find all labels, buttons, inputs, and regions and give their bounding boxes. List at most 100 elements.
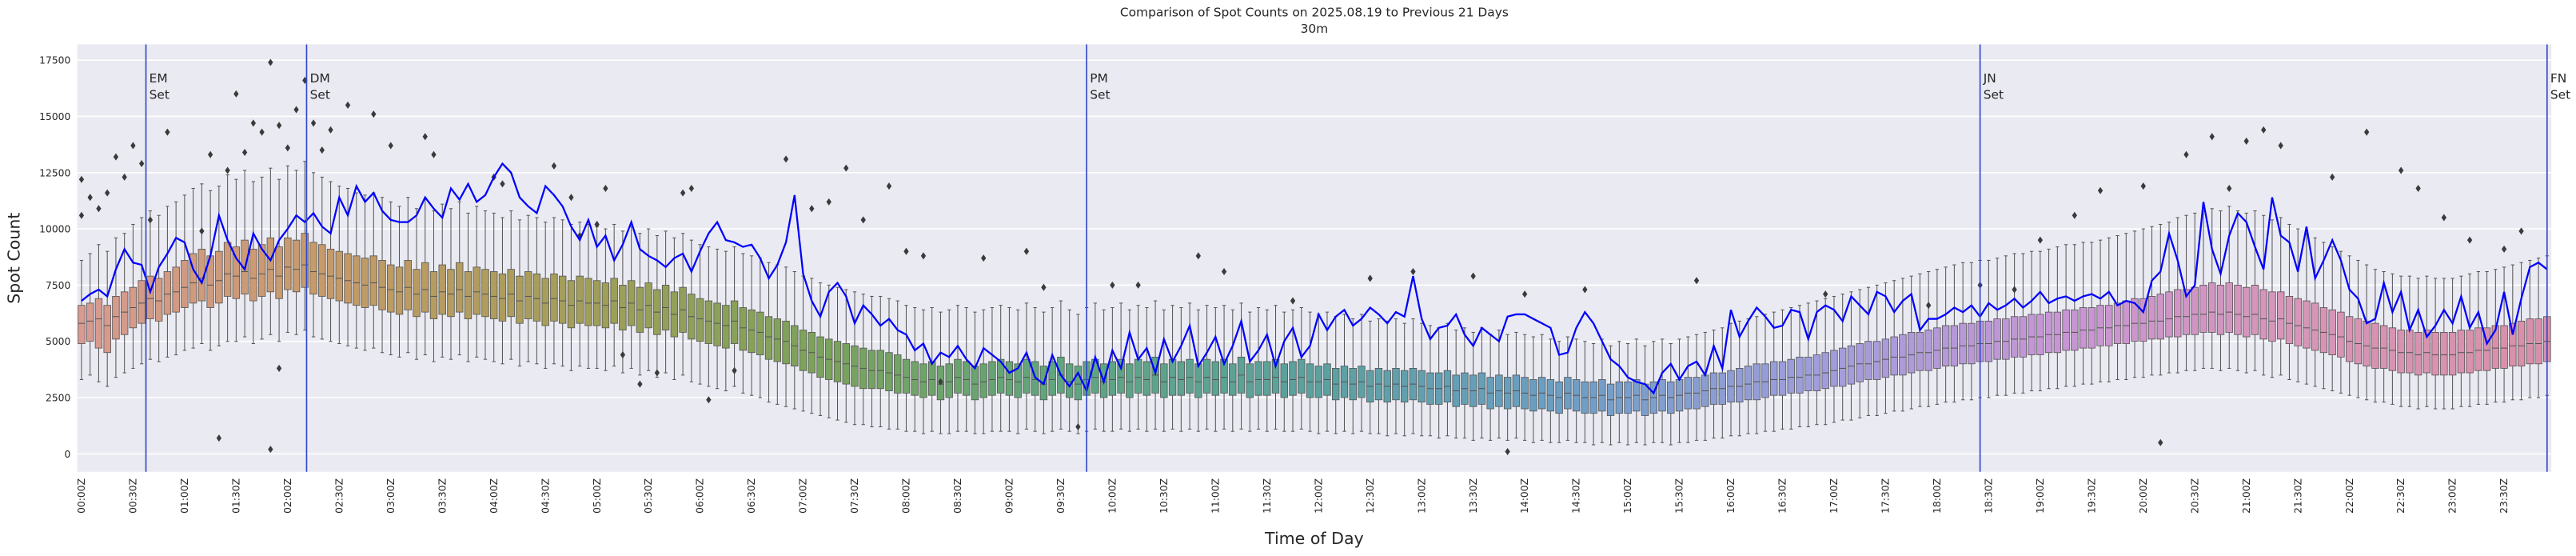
box	[2379, 325, 2388, 369]
box	[1014, 363, 1022, 398]
box	[181, 260, 189, 308]
box	[361, 258, 369, 308]
box	[249, 248, 257, 302]
x-tick-label: 10:30Z	[1158, 478, 1170, 514]
box	[481, 269, 489, 318]
box	[103, 305, 111, 354]
box	[1306, 363, 1314, 398]
box	[748, 309, 756, 354]
x-tick-label: 03:00Z	[385, 478, 397, 514]
box	[2251, 284, 2259, 335]
box	[86, 302, 94, 342]
box	[378, 260, 386, 310]
plot-area	[77, 44, 2552, 472]
outlier	[259, 128, 265, 136]
box	[1916, 332, 1924, 371]
x-tick-label: 14:30Z	[1571, 478, 1582, 514]
outlier	[78, 211, 85, 219]
box	[344, 253, 352, 304]
outlier	[2227, 184, 2232, 192]
box	[309, 242, 317, 295]
x-tick-label: 18:30Z	[1983, 478, 1994, 514]
outlier	[886, 182, 892, 190]
box	[2276, 291, 2285, 340]
box	[369, 255, 377, 306]
box	[2096, 305, 2104, 346]
box	[919, 363, 927, 398]
box	[146, 275, 154, 319]
y-tick-label: 12500	[39, 167, 70, 178]
outlier	[1195, 252, 1201, 260]
box	[2414, 332, 2422, 376]
box	[988, 361, 996, 396]
box	[172, 266, 180, 313]
box	[2053, 311, 2062, 354]
outlier	[826, 198, 831, 206]
outlier	[1521, 290, 1528, 298]
x-tick-label: 18:00Z	[1932, 478, 1943, 514]
x-tick-label: 21:00Z	[2241, 478, 2252, 514]
box	[395, 266, 404, 315]
box	[2002, 318, 2010, 360]
outlier	[1693, 277, 1700, 285]
box	[1744, 366, 1753, 401]
x-tick-label: 08:30Z	[952, 478, 963, 514]
outlier	[809, 205, 815, 213]
box	[163, 271, 172, 315]
x-tick-label: 12:30Z	[1365, 478, 1376, 514]
box	[456, 262, 464, 313]
box	[2440, 332, 2448, 376]
outlier	[2415, 184, 2421, 192]
box	[2474, 327, 2482, 371]
box	[1134, 358, 1142, 394]
box	[326, 248, 335, 299]
box	[756, 311, 764, 355]
y-tick-label: 0	[65, 449, 71, 460]
outlier	[371, 110, 377, 118]
x-tick-label: 22:00Z	[2344, 478, 2355, 514]
box	[1126, 363, 1134, 398]
x-tick-label: 13:00Z	[1416, 478, 1427, 514]
outlier	[568, 194, 574, 202]
outlier	[551, 162, 557, 170]
box	[1856, 343, 1864, 382]
outlier	[2278, 142, 2283, 150]
box	[1864, 341, 1872, 380]
x-tick-label: 16:00Z	[1725, 478, 1737, 514]
box	[2457, 330, 2466, 374]
box	[1289, 361, 1297, 396]
box	[1177, 361, 1186, 396]
trend-line	[81, 162, 2548, 395]
box	[2088, 307, 2096, 349]
box	[266, 237, 275, 293]
box	[301, 233, 309, 288]
box	[438, 264, 446, 315]
box	[713, 302, 721, 346]
y-tick-label: 15000	[39, 111, 70, 122]
outlier	[2398, 166, 2404, 174]
outlier	[1470, 272, 1476, 280]
box	[2328, 309, 2336, 355]
outlier	[422, 133, 428, 141]
box	[730, 300, 739, 344]
outlier	[500, 180, 505, 188]
x-tick-label: 01:00Z	[179, 478, 190, 514]
box	[1065, 363, 1074, 398]
x-tick-label: 19:00Z	[2035, 478, 2046, 514]
outlier	[2097, 186, 2103, 194]
box	[2500, 325, 2508, 369]
box	[138, 280, 146, 324]
event-label: PM	[1090, 71, 1108, 86]
box	[722, 305, 730, 349]
box	[1872, 341, 1881, 380]
outlier	[147, 216, 154, 224]
grid	[77, 59, 2552, 455]
box	[576, 275, 584, 324]
box	[490, 271, 498, 319]
box	[1220, 358, 1228, 394]
box	[2182, 289, 2191, 335]
event-label: FN	[2550, 71, 2566, 86]
box	[257, 244, 266, 297]
box	[78, 305, 86, 344]
